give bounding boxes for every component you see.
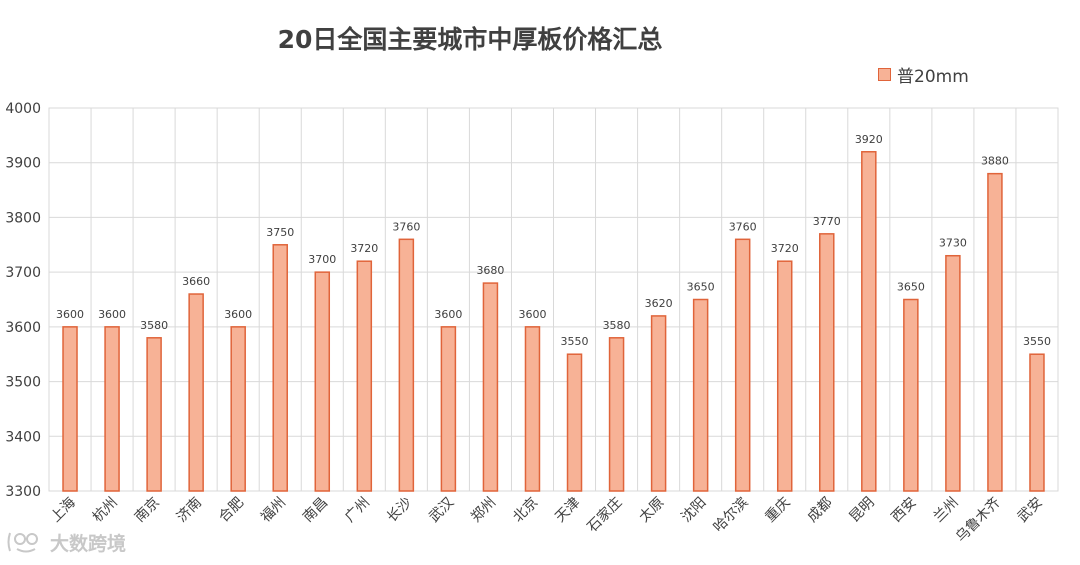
chart-legend: 普20mm	[878, 62, 969, 87]
bar	[62, 326, 78, 492]
value-label: 3600	[98, 308, 126, 321]
value-label: 3580	[603, 319, 631, 332]
value-label: 3770	[813, 215, 841, 228]
watermark: 大数跨境	[6, 527, 126, 557]
value-label: 3720	[350, 242, 378, 255]
value-label: 3760	[392, 220, 420, 233]
legend-label: 普20mm	[897, 66, 969, 87]
bar	[650, 315, 667, 492]
category-label: 昆明	[847, 495, 878, 526]
value-label: 3580	[140, 319, 168, 332]
value-label: 3920	[855, 133, 883, 146]
value-label: 3720	[771, 242, 799, 255]
y-tick-label: 3500	[5, 375, 41, 391]
category-label: 南京	[132, 495, 163, 526]
category-label: 杭州	[90, 495, 121, 526]
value-label: 3620	[645, 297, 673, 310]
y-tick-label: 3300	[5, 484, 41, 500]
value-label: 3750	[266, 226, 294, 239]
bar	[230, 326, 246, 492]
y-tick-label: 3700	[5, 265, 41, 281]
value-label: 3680	[476, 264, 504, 277]
legend-swatch	[878, 67, 891, 81]
logo-glyph-icon	[7, 532, 38, 553]
y-tick-label: 3900	[5, 156, 41, 172]
category-label: 石家庄	[584, 494, 626, 536]
category-label: 武汉	[426, 495, 457, 526]
bar	[566, 353, 583, 492]
bar	[314, 271, 331, 492]
value-label: 3550	[1023, 335, 1051, 348]
category-label: 南昌	[300, 495, 331, 526]
category-label: 武安	[1015, 495, 1046, 526]
bar	[356, 260, 373, 492]
value-label: 3600	[224, 308, 252, 321]
value-label: 3600	[56, 308, 84, 321]
category-label: 天津	[552, 495, 583, 526]
bar	[398, 238, 415, 492]
value-label: 3760	[729, 220, 757, 233]
bar	[524, 326, 541, 492]
value-label: 3880	[981, 155, 1009, 168]
bar	[272, 244, 288, 492]
bar	[104, 326, 120, 492]
category-label: 沈阳	[678, 495, 709, 526]
value-label: 3700	[308, 253, 336, 266]
bar	[1029, 353, 1045, 492]
bar	[987, 172, 1003, 492]
bar	[734, 238, 751, 492]
category-label: 太原	[636, 495, 667, 526]
value-label: 3650	[687, 281, 715, 294]
bar	[819, 233, 835, 492]
category-label: 兰州	[931, 495, 962, 526]
value-label: 3730	[939, 237, 967, 250]
category-label: 合肥	[216, 495, 247, 526]
category-label: 西安	[889, 495, 920, 526]
bar	[776, 260, 793, 492]
bar	[482, 282, 499, 492]
category-label: 重庆	[762, 495, 793, 526]
y-tick-label: 3400	[5, 429, 41, 445]
category-label: 长沙	[384, 495, 415, 526]
category-label: 广州	[342, 495, 373, 526]
bar	[861, 151, 877, 492]
value-label: 3600	[434, 308, 462, 321]
bar	[440, 326, 457, 492]
y-tick-label: 3800	[5, 210, 41, 226]
bar	[692, 298, 709, 492]
value-label: 3550	[561, 335, 589, 348]
value-label: 3660	[182, 275, 210, 288]
bar	[608, 337, 625, 492]
watermark-text: 大数跨境	[50, 532, 127, 555]
category-label: 济南	[174, 495, 205, 526]
y-tick-label: 3600	[5, 320, 41, 336]
bar	[188, 293, 204, 492]
value-label: 3650	[897, 281, 925, 294]
bar	[903, 298, 919, 492]
category-label: 郑州	[468, 495, 499, 526]
category-label: 北京	[510, 495, 541, 526]
value-label: 3600	[518, 308, 546, 321]
category-label: 福州	[258, 495, 289, 526]
bar	[945, 254, 961, 492]
category-label: 哈尔滨	[711, 495, 752, 536]
chart-title: 20日全国主要城市中厚板价格汇总	[277, 25, 663, 54]
category-label: 乌鲁木齐	[953, 495, 1004, 546]
category-label: 上海	[48, 495, 79, 526]
category-label: 成都	[804, 495, 835, 526]
bar	[146, 337, 162, 492]
y-tick-label: 4000	[5, 101, 41, 117]
